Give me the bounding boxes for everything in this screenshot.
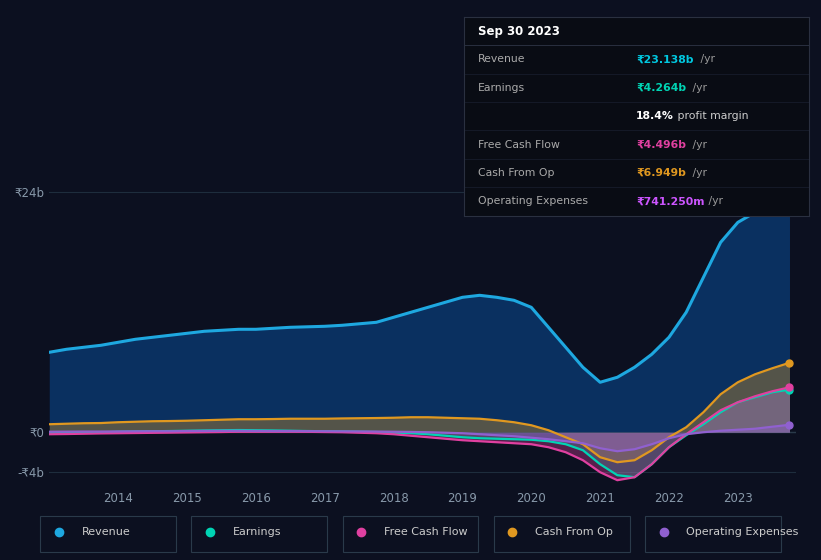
Text: /yr: /yr <box>690 83 708 93</box>
Text: Cash From Op: Cash From Op <box>478 168 554 178</box>
Text: /yr: /yr <box>697 54 715 64</box>
Text: Revenue: Revenue <box>478 54 525 64</box>
Text: Earnings: Earnings <box>233 527 282 537</box>
Text: Free Cash Flow: Free Cash Flow <box>478 139 560 150</box>
Text: Operating Expenses: Operating Expenses <box>686 527 799 537</box>
FancyBboxPatch shape <box>493 516 630 552</box>
Text: 18.4%: 18.4% <box>636 111 674 121</box>
FancyBboxPatch shape <box>191 516 328 552</box>
Text: Free Cash Flow: Free Cash Flow <box>384 527 468 537</box>
Text: ₹23.138b: ₹23.138b <box>636 54 694 64</box>
Text: ₹741.250m: ₹741.250m <box>636 197 704 207</box>
Text: Revenue: Revenue <box>82 527 131 537</box>
Text: /yr: /yr <box>704 197 722 207</box>
FancyBboxPatch shape <box>342 516 479 552</box>
Text: Sep 30 2023: Sep 30 2023 <box>478 25 560 38</box>
FancyBboxPatch shape <box>40 516 177 552</box>
Text: Cash From Op: Cash From Op <box>535 527 613 537</box>
Text: ₹4.264b: ₹4.264b <box>636 83 686 93</box>
Text: profit margin: profit margin <box>674 111 749 121</box>
Text: Earnings: Earnings <box>478 83 525 93</box>
Text: ₹6.949b: ₹6.949b <box>636 168 686 178</box>
FancyBboxPatch shape <box>644 516 781 552</box>
Text: /yr: /yr <box>690 139 708 150</box>
Text: /yr: /yr <box>690 168 708 178</box>
Text: Operating Expenses: Operating Expenses <box>478 197 588 207</box>
Text: ₹4.496b: ₹4.496b <box>636 139 686 150</box>
